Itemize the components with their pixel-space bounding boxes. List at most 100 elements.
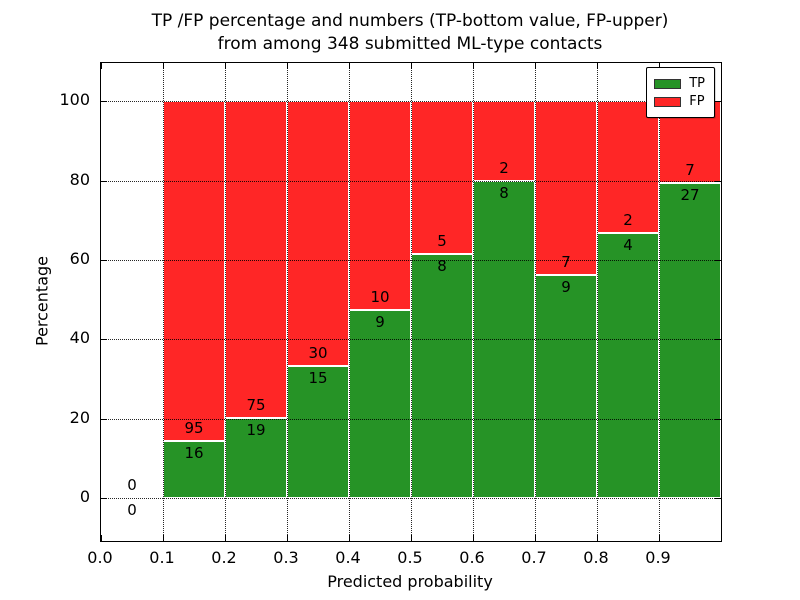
- tp-count-label-2: 19: [246, 420, 266, 439]
- tp-count-label-5: 8: [437, 256, 447, 275]
- legend-item-fp: FP: [654, 94, 705, 109]
- xtick-top-3: [287, 63, 288, 69]
- xtick-top-4: [349, 63, 350, 69]
- xtick-label-4: 0.4: [335, 548, 361, 567]
- tp-count-label-8: 4: [623, 236, 633, 255]
- xtick-bottom-3: [287, 535, 288, 541]
- legend-item-tp: TP: [654, 76, 705, 91]
- ytick-left-60: [101, 259, 107, 261]
- xtick-top-6: [473, 63, 474, 69]
- legend-label-fp: FP: [689, 94, 705, 109]
- ytick-label-60: 60: [69, 248, 90, 268]
- gridline-x-0.4: [349, 63, 350, 541]
- bar-segment-tp-5: [411, 253, 473, 499]
- xtick-label-8: 0.8: [583, 548, 609, 567]
- ytick-left-80: [101, 180, 107, 182]
- xtick-top-1: [163, 63, 164, 69]
- fp-count-label-9: 7: [685, 160, 695, 179]
- gridline-x-0.8: [597, 63, 598, 541]
- xtick-top-0: [101, 63, 102, 69]
- bar-segment-fp-2: [225, 101, 287, 418]
- tp-count-label-4: 9: [375, 313, 385, 332]
- xtick-label-1: 0.1: [149, 548, 175, 567]
- xtick-bottom-1: [163, 535, 164, 541]
- gridline-x-0.9: [659, 63, 660, 541]
- bar-segment-tp-4: [349, 310, 411, 499]
- xtick-top-5: [411, 63, 412, 69]
- ytick-label-40: 40: [69, 328, 90, 348]
- fp-count-label-0: 0: [127, 476, 137, 495]
- bar-segment-tp-8: [597, 233, 659, 499]
- fp-count-label-2: 75: [246, 395, 266, 414]
- xtick-label-3: 0.3: [273, 548, 299, 567]
- fp-count-label-7: 7: [561, 252, 571, 271]
- ytick-left-100: [101, 101, 107, 103]
- ytick-label-20: 20: [69, 407, 90, 427]
- tp-count-label-7: 9: [561, 277, 571, 296]
- xtick-bottom-0: [101, 535, 102, 541]
- chart-title: TP /FP percentage and numbers (TP-bottom…: [100, 10, 720, 56]
- ytick-right-60: [715, 259, 721, 261]
- bar-segment-fp-3: [287, 101, 349, 366]
- gridline-x-0.3: [287, 63, 288, 541]
- ytick-left-40: [101, 339, 107, 341]
- gridline-x-0.6: [473, 63, 474, 541]
- bar-segment-tp-9: [659, 182, 721, 499]
- xtick-bottom-9: [659, 535, 660, 541]
- fp-count-label-3: 30: [308, 343, 328, 362]
- chart-title-line2: from among 348 submitted ML-type contact…: [217, 34, 603, 54]
- bar-segment-fp-7: [535, 101, 597, 275]
- legend: TP FP: [646, 67, 715, 118]
- ytick-right-40: [715, 339, 721, 341]
- tp-count-label-0: 0: [127, 501, 137, 520]
- xtick-top-8: [597, 63, 598, 69]
- bar-segment-tp-1: [163, 440, 225, 499]
- bar-segment-fp-1: [163, 101, 225, 441]
- legend-swatch-fp-icon: [654, 96, 682, 107]
- xtick-bottom-2: [225, 535, 226, 541]
- legend-label-tp: TP: [689, 76, 705, 91]
- gridline-x-0.7: [535, 63, 536, 541]
- xtick-label-0: 0.0: [87, 548, 113, 567]
- ytick-right-100: [715, 101, 721, 103]
- xtick-label-9: 0.9: [645, 548, 671, 567]
- xtick-top-2: [225, 63, 226, 69]
- xtick-bottom-4: [349, 535, 350, 541]
- ytick-right-20: [715, 418, 721, 420]
- tp-count-label-1: 16: [184, 443, 204, 462]
- xtick-label-7: 0.7: [521, 548, 547, 567]
- ytick-label-100: 100: [59, 90, 90, 110]
- fp-count-label-6: 2: [499, 158, 509, 177]
- chart-title-line1: TP /FP percentage and numbers (TP-bottom…: [151, 11, 669, 31]
- ytick-left-20: [101, 418, 107, 420]
- xtick-top-9: [659, 63, 660, 69]
- fp-count-label-4: 10: [370, 288, 390, 307]
- bar-segment-fp-4: [349, 101, 411, 311]
- ytick-label-80: 80: [69, 169, 90, 189]
- xtick-bottom-8: [597, 535, 598, 541]
- xtick-bottom-5: [411, 535, 412, 541]
- xtick-bottom-7: [535, 535, 536, 541]
- bar-segment-tp-7: [535, 274, 597, 499]
- fp-count-label-8: 2: [623, 211, 633, 230]
- gridline-x-0.1: [163, 63, 164, 541]
- ytick-label-0: 0: [79, 487, 90, 507]
- xtick-bottom-6: [473, 535, 474, 541]
- xtick-label-6: 0.6: [459, 548, 485, 567]
- xtick-top-7: [535, 63, 536, 69]
- tp-count-label-3: 15: [308, 368, 328, 387]
- fp-count-label-1: 95: [184, 418, 204, 437]
- ytick-right-0: [715, 498, 721, 500]
- gridline-x-0.5: [411, 63, 412, 541]
- bar-segment-tp-3: [287, 365, 349, 499]
- ytick-right-80: [715, 180, 721, 182]
- xtick-label-2: 0.2: [211, 548, 237, 567]
- x-axis-label: Predicted probability: [327, 572, 493, 591]
- xtick-label-5: 0.5: [397, 548, 423, 567]
- legend-swatch-tp-icon: [654, 78, 682, 89]
- fp-count-label-5: 5: [437, 231, 447, 250]
- plot-area: TP FP 0 0 95 16 75 19 30 15 10 9 5 8 2 8 7 9 2 4 7 27: [100, 62, 722, 542]
- gridline-x-0.2: [225, 63, 226, 541]
- tp-count-label-6: 8: [499, 183, 509, 202]
